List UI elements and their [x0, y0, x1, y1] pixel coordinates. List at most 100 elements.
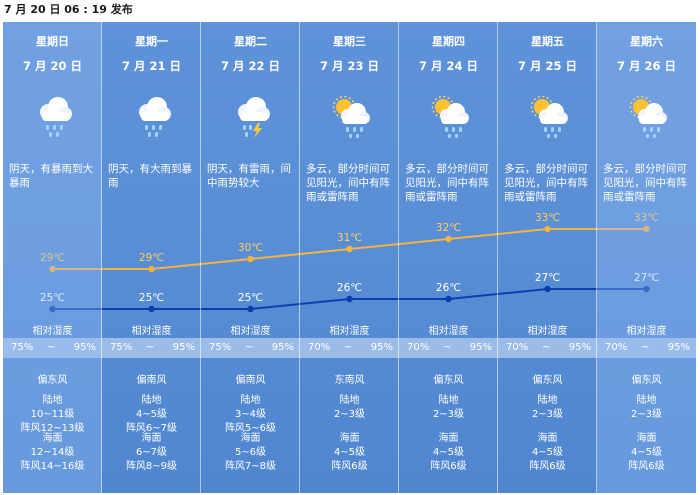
high-temp-label: 33℃ — [634, 212, 659, 224]
high-temp-label: 29℃ — [40, 252, 65, 264]
high-temp-label: 33℃ — [535, 212, 560, 224]
humidity-separator: ~ — [146, 342, 155, 353]
high-temp-label: 29℃ — [139, 252, 164, 264]
day-column: 星期一 7 月 21 日阴天，有大雨到暴雨 相对湿度 75% ~95% 偏南风 陆地 4~5级… — [102, 22, 201, 493]
column-divider — [200, 22, 201, 493]
land-wind-land-level: 10~11级 — [30, 409, 75, 420]
sea-wind-sea: 海面 — [240, 433, 261, 444]
column-divider — [101, 22, 102, 493]
column-divider — [398, 22, 399, 493]
sea-wind-sea-gust: 阵风6级 — [628, 461, 665, 472]
weather-description: 多云，部分时间可见阳光，间中有阵雨或雷阵雨 — [405, 163, 489, 203]
sea-wind-sea-gust: 阵风14~16级 — [20, 461, 85, 472]
wind-direction: 偏南风 — [235, 375, 266, 386]
wind-direction: 偏东风 — [433, 375, 464, 386]
sun-rain-cloud-icon — [430, 94, 470, 138]
sea-wind: 海面 4~5级 阵风6级 — [300, 432, 399, 474]
sea-wind: 海面 4~5级 阵风6级 — [498, 432, 597, 474]
thunderstorm-cloud-icon — [232, 94, 272, 138]
humidity-label: 相对湿度 — [131, 326, 172, 337]
low-temp-point — [544, 285, 551, 293]
land-wind: 陆地 2~3级 — [399, 394, 498, 422]
humidity-separator: ~ — [443, 342, 452, 353]
land-wind-land: 陆地 — [240, 395, 261, 406]
day-column: 星期二 7 月 22 日阴天，有雷雨，间中雨势较大 相对湿度 75% ~95% 偏南风 陆地… — [201, 22, 300, 493]
sea-wind-sea-gust: 阵风8~9级 — [125, 461, 178, 472]
wind-direction: 偏东风 — [631, 375, 662, 386]
date-label: 7 月 26 日 — [616, 59, 677, 73]
land-wind: 陆地 4~5级 阵风6~7级 — [102, 394, 201, 436]
sea-wind-sea-level: 4~5级 — [630, 447, 663, 458]
sea-wind: 海面 4~5级 阵风6级 — [399, 432, 498, 474]
land-wind-land: 陆地 — [438, 395, 459, 406]
low-temp-label: 26℃ — [436, 282, 461, 294]
high-temp-point — [148, 265, 155, 273]
humidity-max: 95% — [667, 342, 690, 353]
low-temp-label: 27℃ — [634, 272, 659, 284]
temperature-chart: 29℃ 29℃ 30℃ 31℃ 32℃ 33℃ 33℃ 25℃ 25℃ 25℃ 26℃ 26℃ 27℃ 2… — [40, 212, 659, 313]
day-column: 星期五 7 月 25 日多云，部分时间可见阳光，间中有阵雨或雷阵雨 相对湿度 70% ~… — [498, 22, 597, 493]
sea-wind-sea: 海面 — [636, 433, 657, 444]
sea-wind: 海面 4~5级阵风6级 — [597, 432, 696, 474]
low-temp-point — [148, 305, 155, 313]
humidity-label: 相对湿度 — [230, 326, 271, 337]
humidity-separator: ~ — [641, 342, 650, 353]
sun-rain-cloud-icon — [331, 94, 371, 138]
wind-direction: 偏南风 — [136, 375, 167, 386]
weekday-label: 星期二 — [234, 35, 267, 48]
column-divider — [596, 22, 597, 493]
land-wind-land: 陆地 — [42, 395, 63, 406]
humidity-label: 相对湿度 — [626, 326, 667, 337]
day-column: 星期三 7 月 23 日多云，部分时间可见阳光，间中有阵雨或雷阵雨 相对湿度 70% ~… — [300, 22, 399, 493]
humidity-min: 70% — [308, 342, 331, 353]
sea-wind: 海面 6~7级 阵风8~9级 — [102, 432, 201, 474]
humidity-max: 95% — [271, 342, 294, 353]
sea-wind: 海面 12~14级 阵风14~16级 — [3, 432, 102, 474]
land-wind-land-gust: 阵风5~6级 — [224, 423, 277, 434]
date-label: 7 月 25 日 — [517, 59, 578, 73]
sea-wind-sea-gust: 阵风6级 — [529, 461, 566, 472]
humidity-min: 70% — [407, 342, 430, 353]
humidity-separator: ~ — [542, 342, 551, 353]
sea-wind: 海面 5~6级 阵风7~8级 — [201, 432, 300, 474]
humidity-min: 70% — [506, 342, 529, 353]
sea-wind-sea: 海面 — [537, 433, 558, 444]
publish-time: 7 月 20 日 06 : 19 发布 — [4, 3, 133, 16]
humidity-separator: ~ — [47, 342, 56, 353]
humidity-separator: ~ — [344, 342, 353, 353]
sea-wind-sea-gust: 阵风6级 — [331, 461, 368, 472]
high-temp-point — [49, 265, 56, 273]
weather-description: 多云，部分时间可见阳光，间中有阵雨或雷阵雨 — [504, 163, 588, 203]
weather-description: 多云，部分时间可见阳光，间中有阵雨或雷阵雨 — [306, 163, 390, 203]
low-temp-point — [445, 295, 452, 303]
date-label: 7 月 20 日 — [22, 59, 83, 73]
low-temp-label: 25℃ — [40, 292, 65, 304]
wind-direction: 东南风 — [334, 375, 365, 386]
sea-wind-sea: 海面 — [42, 433, 63, 444]
weekday-label: 星期一 — [135, 35, 168, 48]
date-label: 7 月 21 日 — [121, 59, 182, 73]
land-wind: 陆地 10~11级 阵风12~13级 — [3, 394, 102, 436]
land-wind: 陆地 2~3级 — [300, 394, 399, 422]
high-temp-label: 31℃ — [337, 232, 362, 244]
humidity-min: 75% — [11, 342, 34, 353]
sea-wind-sea-level: 12~14级 — [30, 447, 75, 458]
weekday-label: 星期三 — [333, 35, 366, 48]
sea-wind-sea: 海面 — [339, 433, 360, 444]
day-column: 星期四 7 月 24 日多云，部分时间可见阳光，间中有阵雨或雷阵雨 相对湿度 70% ~… — [399, 22, 498, 493]
land-wind-land: 陆地 — [339, 395, 360, 406]
date-label: 7 月 24 日 — [418, 59, 479, 73]
land-wind-land-level: 2~3级 — [630, 409, 663, 420]
land-wind: 陆地 3~4级 阵风5~6级 — [201, 394, 300, 436]
low-temp-label: 25℃ — [238, 292, 263, 304]
high-temp-label: 30℃ — [238, 242, 263, 254]
weather-description: 阴天，有暴雨到大暴雨 — [9, 163, 93, 189]
day-column: 星期六 7 月 26 日多云，部分时间可见阳光，间中有阵雨或雷阵雨 相对湿度 70% ~… — [597, 22, 696, 493]
low-temp-point — [247, 305, 254, 313]
land-wind-land: 陆地 — [141, 395, 162, 406]
high-temp-point — [445, 235, 452, 243]
wind-direction: 偏东风 — [532, 375, 563, 386]
humidity-max: 95% — [469, 342, 492, 353]
land-wind-land: 陆地 — [636, 395, 657, 406]
land-wind-land-level: 2~3级 — [432, 409, 465, 420]
